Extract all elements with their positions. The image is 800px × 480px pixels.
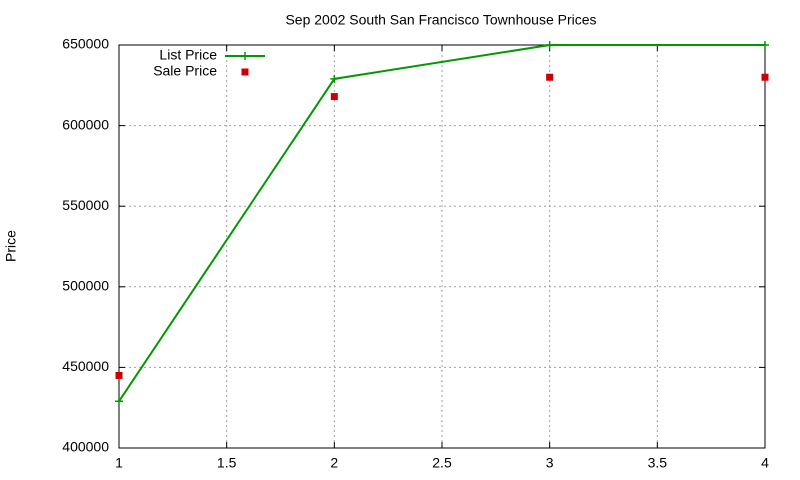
data-point [330,74,339,83]
series-line [118,44,765,402]
x-tick-label: 2 [330,455,338,471]
x-tick-label: 2.5 [432,455,452,471]
legend-label: Sale Price [153,63,217,79]
y-tick-label: 550000 [62,197,109,213]
data-point [115,371,123,379]
data-point [115,397,123,406]
data-point [545,41,554,49]
x-tick-label: 3 [546,455,554,471]
legend-marker [241,68,249,76]
x-tick-label: 1 [115,455,123,471]
y-tick-label: 450000 [62,358,109,374]
legend-label: List Price [159,47,217,63]
data-point [546,73,554,81]
data-point [761,73,769,81]
y-tick-label: 650000 [62,36,109,52]
x-tick-label: 3.5 [648,455,668,471]
x-tick-label: 4 [761,455,769,471]
legend-marker [241,52,249,60]
data-point [330,93,338,101]
y-tick-label: 500000 [62,278,109,294]
y-tick-label: 400000 [62,439,109,455]
y-axis-label: Price [3,230,19,262]
data-point [761,41,769,49]
plot-frame [118,44,766,449]
chart-title: Sep 2002 South San Francisco Townhouse P… [285,12,596,28]
x-tick-label: 1.5 [217,455,237,471]
y-tick-label: 600000 [62,116,109,132]
